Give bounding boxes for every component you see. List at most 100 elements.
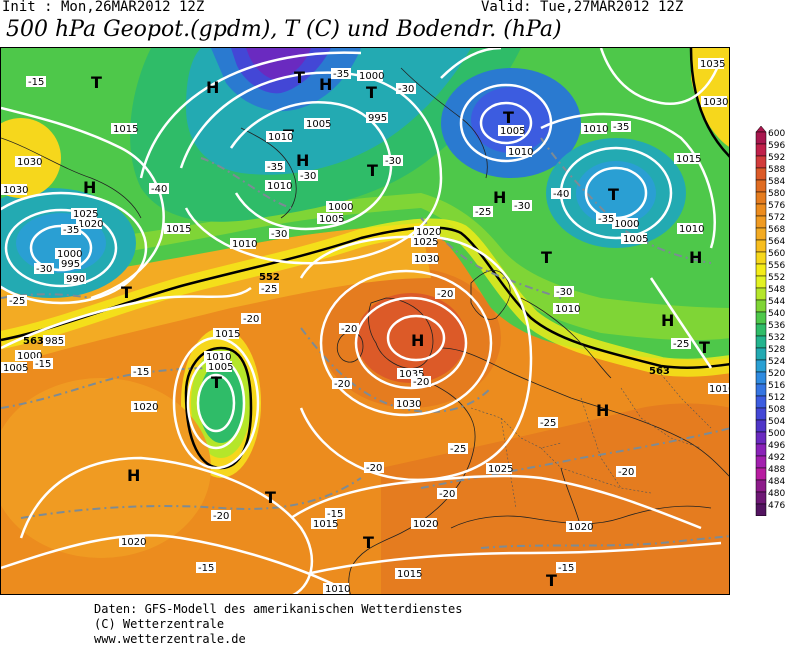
isobar-label-1025-a: 1025 (413, 237, 438, 248)
isobar-labels: 1035 1030 1030 1025 1025 1020 1020 1020 … (1, 58, 729, 594)
temp-label-minus40-a: -40 (151, 184, 167, 195)
isobar-label-1030-ne: 1030 (703, 97, 728, 108)
low-center-north-2: T (366, 83, 377, 102)
temp-label-minus30-b: -30 (385, 156, 401, 167)
legend-label-584: 584 (768, 177, 785, 187)
high-center-east-2: H (661, 311, 674, 330)
temp-label-minus20-i: -20 (618, 467, 634, 478)
temp-label-minus25-f: -25 (673, 339, 689, 350)
isobar-west-4 (1, 286, 252, 350)
temp-label-minus20-b: -20 (334, 379, 350, 390)
legend-label-536: 536 (768, 321, 785, 331)
isobar-label-1015-e: 1015 (676, 154, 701, 165)
isobar-north-3 (139, 51, 362, 179)
temp-label-minus30-g: -30 (556, 287, 572, 298)
isotherm-5 (420, 217, 562, 299)
temp-label-minus15-c: -15 (327, 509, 343, 520)
high-center-north: H (206, 78, 219, 97)
legend-swatch-560 (755, 251, 767, 265)
contour-label-563-a: 563 (23, 336, 44, 347)
legend-swatch-576 (755, 203, 767, 217)
high-center-scandinavia: H (493, 188, 506, 207)
legend-label-556: 556 (768, 261, 785, 271)
temp-label-minus20-d: -20 (413, 377, 429, 388)
legend-swatch-532 (755, 335, 767, 349)
legend-label-552: 552 (768, 273, 785, 283)
temp-label-minus20-h: -20 (243, 314, 259, 325)
legend-swatch-572 (755, 215, 767, 229)
isobar-north-top (440, 48, 502, 79)
legend-label-520: 520 (768, 369, 785, 379)
coast-iceland (240, 127, 297, 219)
legend-swatch-492 (755, 455, 767, 469)
legend-swatch-548 (755, 287, 767, 301)
legend-label-576: 576 (768, 201, 785, 211)
isobar-label-1035: 1035 (399, 369, 424, 380)
isobar-northeast-top (599, 48, 723, 106)
temp-label-minus35-c: -35 (598, 214, 614, 225)
isobar-label-1030-w2: 1030 (3, 185, 28, 196)
isobar-label-1010-c: 1010 (508, 147, 533, 158)
legend-swatch-596 (755, 143, 767, 157)
legend-label-548: 548 (768, 285, 785, 295)
legend-label-564: 564 (768, 237, 785, 247)
low-center-east-2: T (541, 248, 552, 267)
isotherm-6 (200, 157, 292, 209)
low-center-east: T (608, 185, 619, 204)
legend-swatch-524 (755, 359, 767, 373)
temp-label-minus25-d: -25 (540, 418, 556, 429)
legend-label-512: 512 (768, 393, 785, 403)
isobar-south-2 (310, 541, 722, 575)
temp-label-minus15-b: -15 (35, 359, 51, 370)
isobar-label-995-b: 995 (61, 259, 80, 270)
legend-label-596: 596 (768, 141, 785, 151)
isobars (1, 48, 723, 594)
legend-label-600: 600 (768, 129, 785, 139)
temp-label-minus20-f: -20 (439, 489, 455, 500)
isobar-south-1 (290, 474, 702, 530)
temp-label-minus25-e: -25 (9, 296, 25, 307)
low-center-west: T (121, 283, 132, 302)
pressure-centers: H H H H H H H H H H T T T T T T T T T T … (83, 68, 710, 590)
temp-label-minus35-e: -35 (613, 122, 629, 133)
legend-swatch-476 (755, 503, 767, 517)
isobar-north-1 (229, 101, 393, 231)
temp-label-minus25-c: -25 (450, 444, 466, 455)
legend-swatch-516 (755, 383, 767, 397)
isobar-high-1 (386, 314, 446, 362)
legend-label-492: 492 (768, 453, 785, 463)
high-center-balkans: H (596, 401, 609, 420)
temp-label-minus30-f: -30 (514, 201, 530, 212)
temp-label-minus30-c: -30 (300, 171, 316, 182)
low-center-southeast: T (546, 571, 557, 590)
isobar-label-1005-a: 1005 (208, 362, 233, 373)
footer-data-source: Daten: GFS-Modell des amerikanischen Wet… (94, 602, 463, 616)
temp-label-minus25-b: -25 (261, 284, 277, 295)
weather-map: H H H H H H H H H H T T T T T T T T T T … (0, 47, 730, 595)
isobar-label-985: 985 (45, 336, 64, 347)
temp-label-minus15-e: -15 (558, 563, 574, 574)
temp-label-minus35-b: -35 (267, 162, 283, 173)
init-time: Init : Mon,26MAR2012 12Z (2, 0, 205, 15)
low-center-north: T (294, 68, 305, 87)
isobar-label-1005-b: 1005 (500, 126, 525, 137)
temp-label-minus30-a: -30 (398, 84, 414, 95)
isobar-label-1030-w: 1030 (17, 157, 42, 168)
contour-label-552: 552 (259, 272, 280, 283)
isobar-label-1005-e: 1005 (306, 119, 331, 130)
isobar-southwest-2 (1, 534, 342, 590)
legend-label-516: 516 (768, 381, 785, 391)
legend-label-480: 480 (768, 489, 785, 499)
isobar-label-1005-f: 1005 (319, 214, 344, 225)
temp-label-minus20-a: -20 (341, 324, 357, 335)
temperature-labels: -40 -40 -35 -35 -35 -35 -35 -30 -30 -30 … (7, 68, 691, 574)
low-center-far-east: T (699, 338, 710, 357)
isobar-label-1015-b: 1015 (397, 569, 422, 580)
low-center-north-4: T (367, 161, 378, 180)
legend-label-500: 500 (768, 429, 785, 439)
border-3 (540, 447, 652, 494)
isobar-label-1000-c: 1000 (17, 351, 42, 362)
isotherm-4 (420, 427, 729, 489)
isobar-label-1015-c: 1015 (166, 224, 191, 235)
coast-north-europe (440, 347, 729, 477)
